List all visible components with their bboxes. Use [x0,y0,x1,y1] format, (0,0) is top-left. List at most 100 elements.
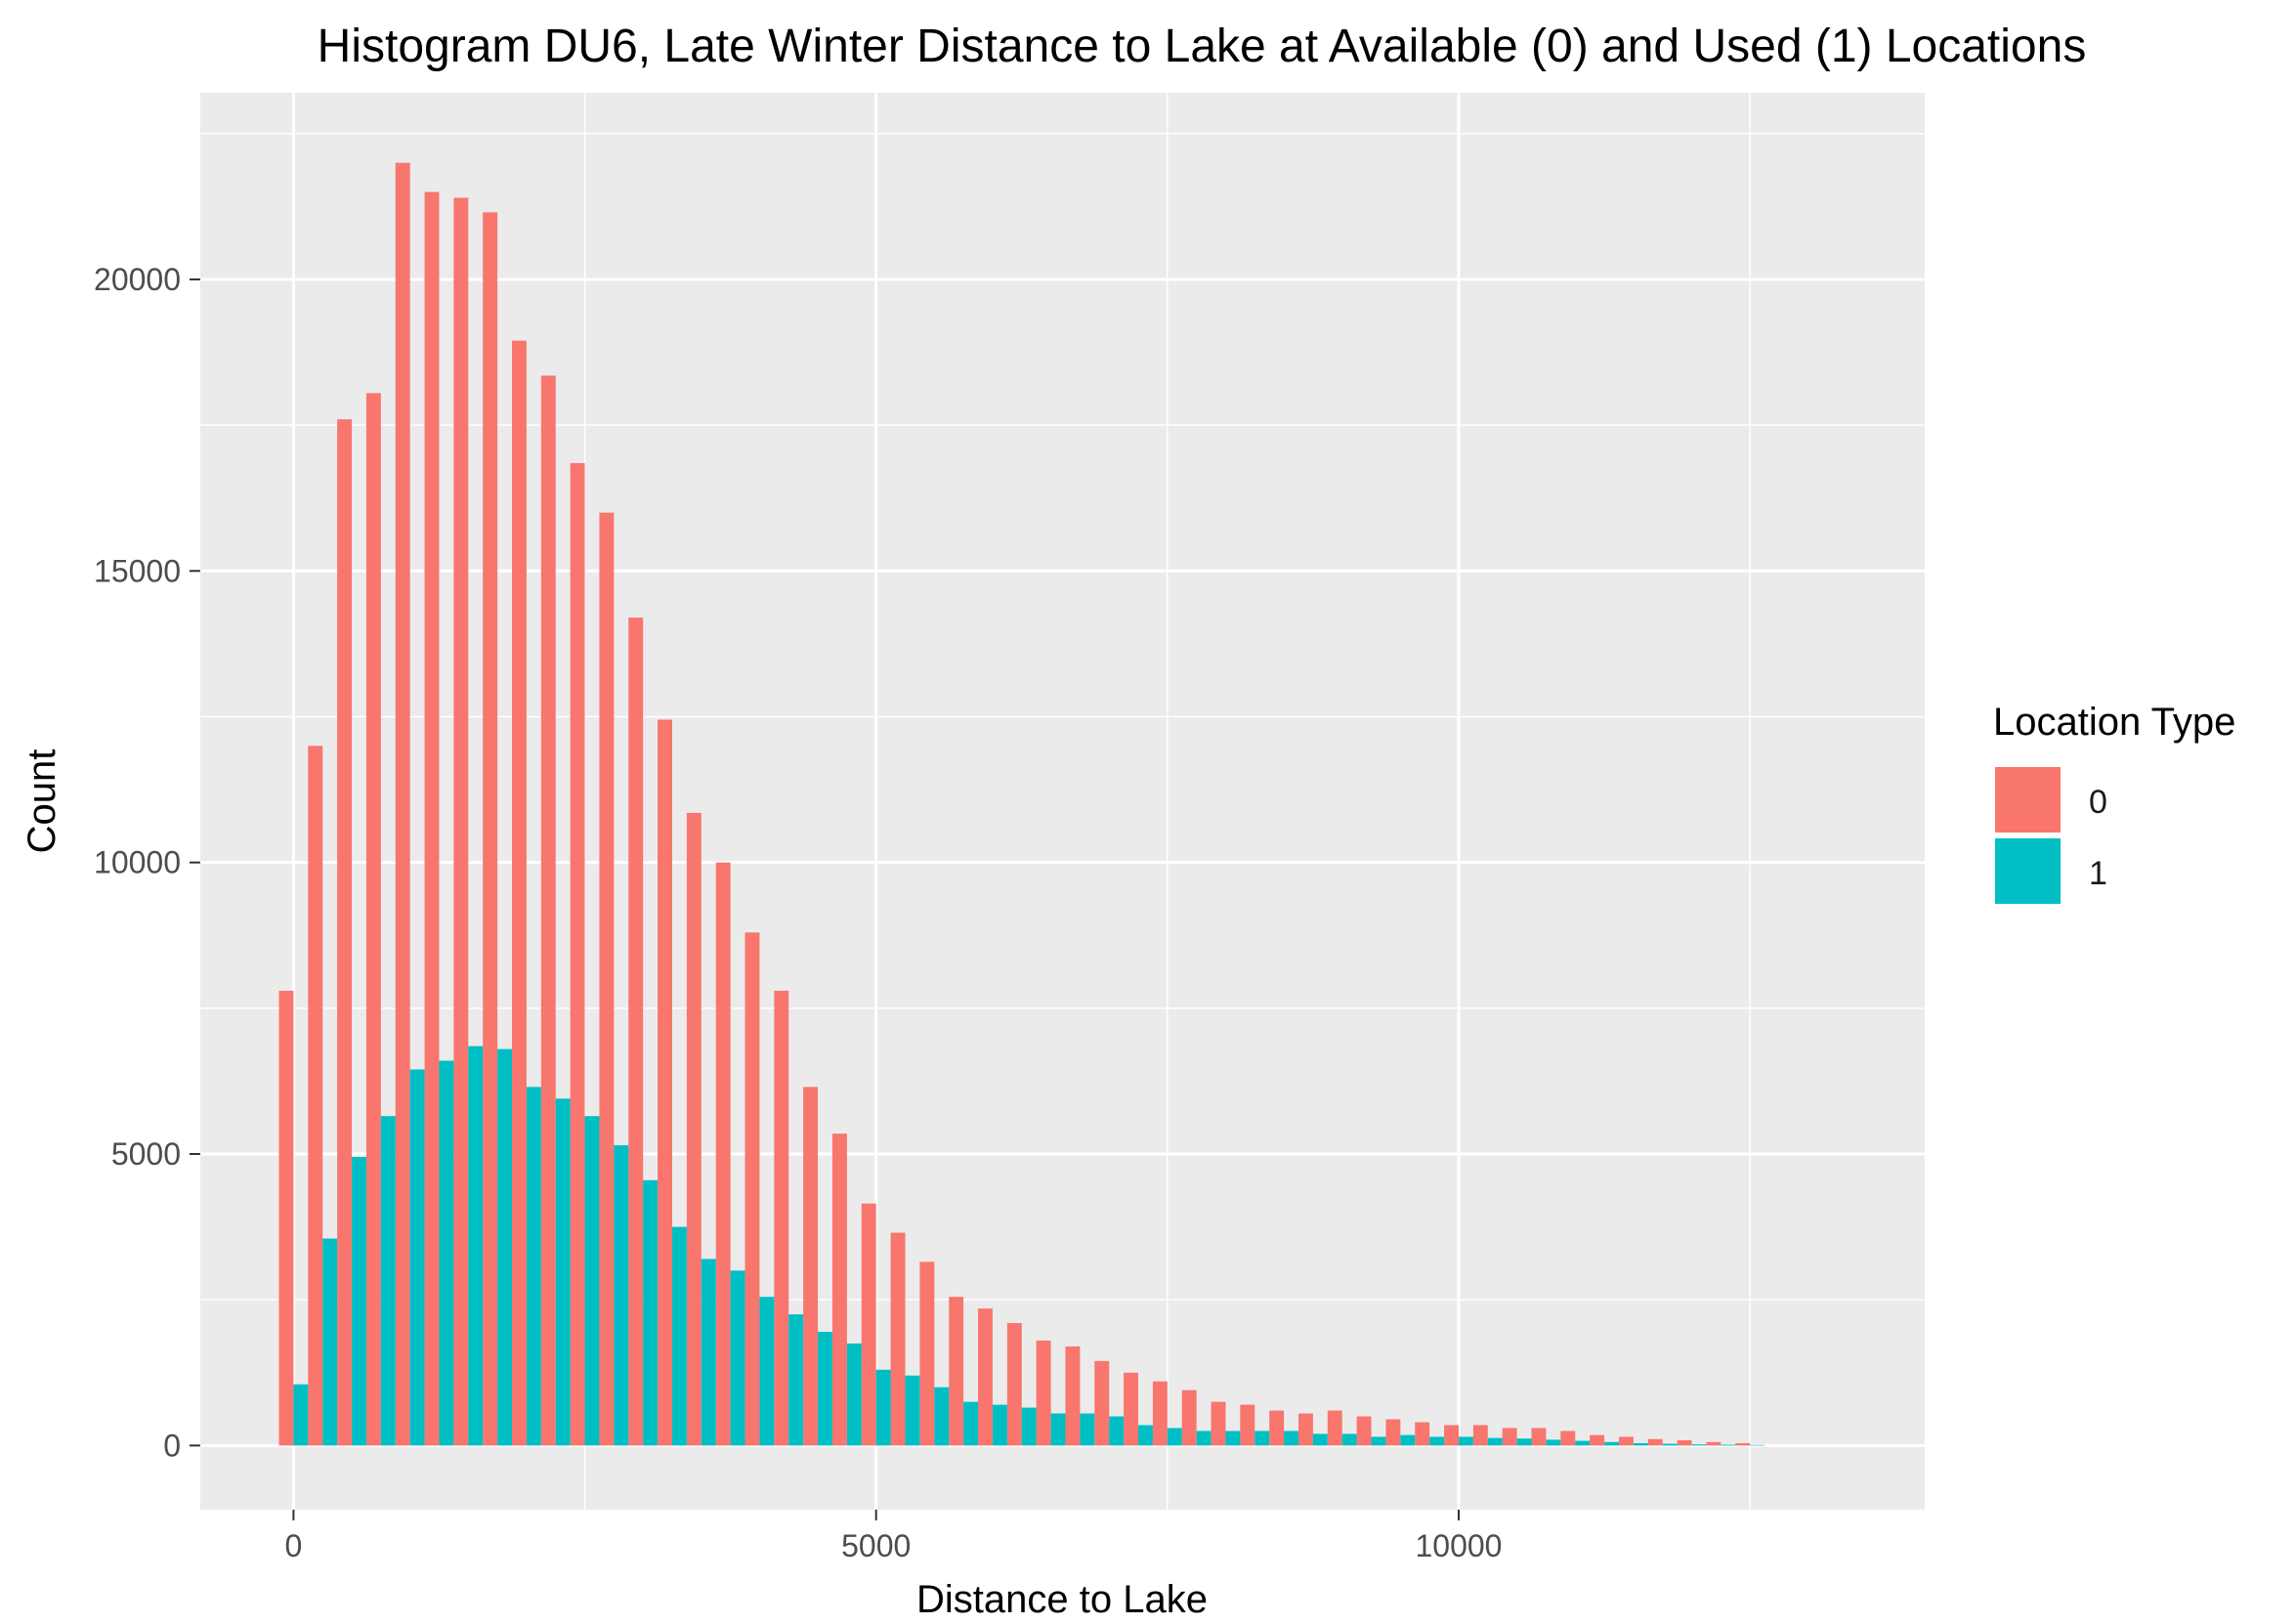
bar-series-1 [526,1087,541,1446]
bar-series-1 [497,1048,513,1446]
bar-series-1 [614,1145,629,1446]
bar-series-0 [1444,1425,1459,1446]
bar-series-0 [424,192,440,1446]
legend: Location Type 0 1 [1993,701,2235,904]
bar-series-1 [439,1060,454,1446]
legend-title: Location Type [1993,701,2235,744]
bar-series-1 [1341,1433,1357,1446]
bar-series-0 [1269,1410,1285,1446]
bar-series-0 [599,512,615,1446]
x-axis-label: Distance to Lake [916,1578,1208,1621]
bar-series-1 [1021,1407,1037,1446]
bar-series-0 [1211,1401,1226,1446]
bar-series-0 [774,990,789,1446]
bar-series-1 [1662,1443,1678,1446]
bar-series-1 [730,1270,745,1446]
bar-series-1 [409,1069,425,1446]
y-tick-label: 15000 [94,553,181,588]
bar-series-1 [1458,1436,1473,1446]
bar-series-0 [744,932,760,1446]
bar-series-0 [890,1232,906,1446]
bar-series-1 [1516,1438,1532,1446]
bar-series-1 [1080,1413,1095,1446]
bars [278,162,1765,1446]
bar-series-1 [555,1098,571,1446]
bar-series-1 [293,1384,309,1446]
bar-series-0 [1065,1346,1081,1446]
x-tick-label: 10000 [1415,1528,1502,1563]
axes: 0 5000 10000 0 5000 10000 15000 20000 [94,262,1502,1563]
bar-series-1 [1750,1444,1765,1446]
legend-label-0: 0 [2089,784,2107,821]
bar-series-0 [1181,1389,1197,1446]
bar-series-0 [831,1133,847,1446]
y-axis-label: Count [21,749,64,854]
bar-series-1 [1284,1431,1298,1446]
bar-series-0 [1472,1425,1488,1446]
bar-series-0 [1590,1434,1605,1446]
bar-series-1 [1050,1413,1066,1446]
bar-series-0 [1240,1404,1255,1446]
bar-series-1 [992,1404,1007,1446]
bar-series-1 [380,1116,396,1446]
bar-series-0 [1356,1416,1372,1446]
bar-series-0 [1706,1441,1722,1446]
chart-title: Histogram DU6, Late Winter Distance to L… [318,21,2087,72]
bar-series-0 [1124,1372,1139,1446]
bar-series-0 [395,162,410,1446]
bar-series-0 [1152,1381,1168,1446]
bar-series-1 [1371,1436,1386,1446]
bar-series-0 [1531,1428,1547,1446]
bar-series-0 [540,375,556,1446]
bar-series-0 [1618,1436,1634,1446]
bar-series-1 [905,1375,920,1446]
bar-series-1 [671,1226,687,1446]
bar-series-1 [1487,1437,1503,1446]
x-tick-label: 0 [285,1528,303,1563]
bar-series-0 [1677,1439,1692,1446]
bar-series-1 [1167,1428,1182,1446]
bar-series-0 [1385,1419,1401,1446]
bar-series-0 [803,1087,819,1446]
bar-series-0 [1735,1442,1751,1446]
bar-series-0 [1006,1323,1022,1446]
bar-series-1 [818,1332,832,1446]
bar-series-0 [1647,1438,1663,1446]
bar-series-1 [1546,1439,1561,1446]
bar-series-1 [468,1046,484,1446]
bar-series-0 [628,618,644,1446]
bar-series-1 [1138,1425,1153,1446]
bar-series-1 [643,1179,659,1446]
bar-series-1 [1254,1431,1270,1446]
bar-series-0 [483,212,498,1446]
y-tick-label: 0 [163,1428,181,1463]
bar-series-0 [1094,1360,1110,1446]
bar-series-0 [1560,1431,1576,1446]
bar-series-1 [846,1343,862,1446]
bar-series-1 [963,1401,979,1446]
bar-series-0 [715,862,731,1446]
bar-series-0 [337,419,353,1446]
bar-series-0 [308,746,323,1446]
bar-series-0 [1297,1413,1313,1446]
bar-series-0 [1036,1340,1051,1446]
bar-series-1 [584,1116,600,1446]
bar-series-1 [1575,1440,1591,1446]
bar-series-1 [788,1314,804,1446]
bar-series-1 [1225,1431,1241,1446]
bar-series-0 [365,393,381,1446]
bar-series-1 [352,1156,366,1446]
bar-series-1 [1604,1441,1619,1446]
bar-series-1 [1691,1444,1707,1446]
bar-series-0 [861,1203,876,1446]
y-tick-label: 20000 [94,262,181,297]
bar-series-1 [1400,1434,1416,1446]
legend-label-1: 1 [2089,855,2107,892]
bar-series-1 [1312,1433,1328,1446]
bar-series-1 [934,1387,950,1446]
bar-series-1 [1721,1444,1736,1446]
bar-series-0 [686,812,702,1446]
bar-series-0 [978,1308,993,1446]
